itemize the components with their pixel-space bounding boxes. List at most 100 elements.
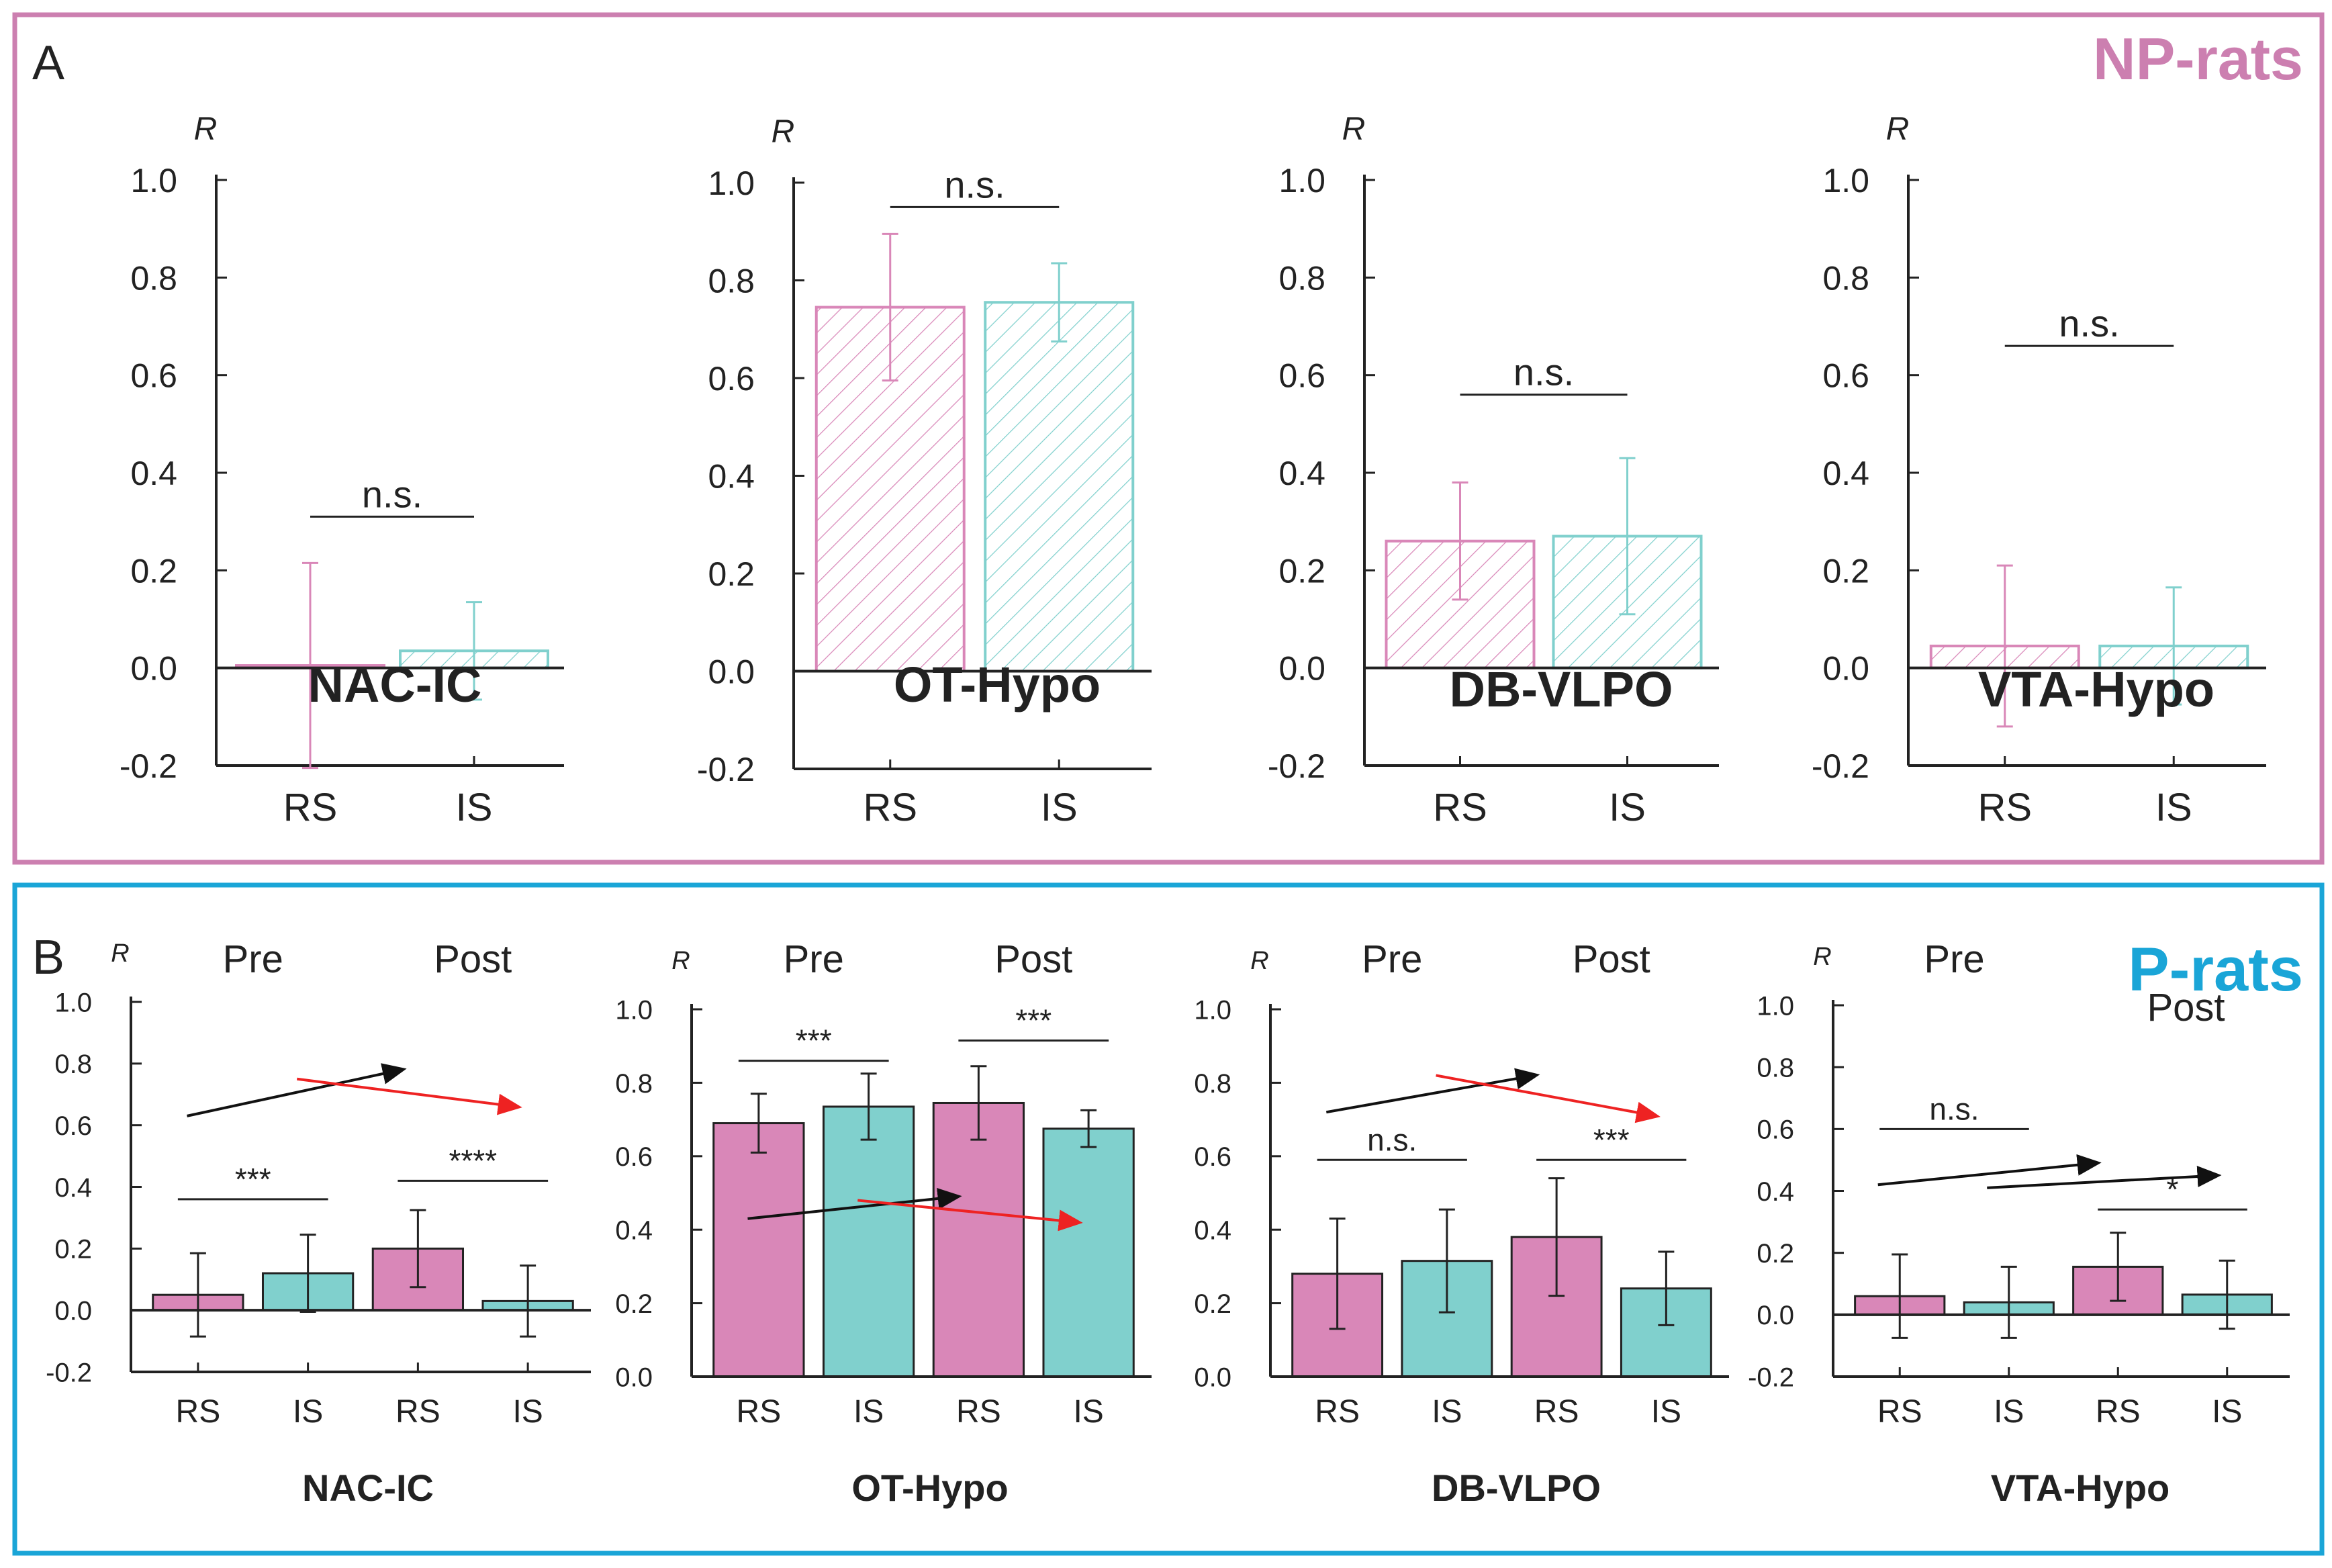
category-label-rs: RS <box>737 1394 782 1430</box>
group-label-pre: Pre <box>1362 937 1422 981</box>
chart-title: DB-VLPO <box>1450 661 1673 717</box>
p-rats-label: P-rats <box>2128 935 2303 1004</box>
y-tick-label: 0.4 <box>1757 1177 1794 1207</box>
y-tick-label: 0.8 <box>615 1069 653 1099</box>
category-label-is: IS <box>1651 1394 1681 1430</box>
bar-rs <box>932 1101 1025 1378</box>
y-tick-label: 0.2 <box>54 1235 92 1264</box>
significance-label: **** <box>449 1143 497 1178</box>
increase-arrow <box>1325 1068 1540 1114</box>
significance-label: *** <box>235 1162 271 1197</box>
category-label-rs: RS <box>283 786 338 829</box>
category-label-rs: RS <box>176 1394 221 1430</box>
y-tick-label: -0.2 <box>1748 1363 1794 1392</box>
significance-label: n.s. <box>1367 1122 1417 1157</box>
bar-is <box>984 301 1135 673</box>
group-label-post: Post <box>434 937 512 981</box>
category-label-is: IS <box>1041 786 1078 829</box>
category-label-rs: RS <box>863 786 917 829</box>
chart-title: VTA-Hypo <box>1978 661 2214 717</box>
y-axis-label: R <box>1813 943 1831 971</box>
chart-b2: R 0.0 0.2 0.4 0.6 0.8 1.0 *** *** RS IS RS IS Pre Post… <box>615 937 1152 1509</box>
increase-arrow <box>1987 1165 2222 1189</box>
increase-arrow <box>747 1187 962 1220</box>
chart-title: VTA-Hypo <box>1991 1467 2170 1509</box>
y-tick-label: -0.2 <box>697 751 755 788</box>
bar-is <box>822 1105 915 1378</box>
category-label-rs: RS <box>395 1394 440 1430</box>
y-tick-label: 0.6 <box>1278 357 1325 395</box>
chart-a4: R -0.2 0.0 0.2 0.4 0.6 0.8 1.0 n.s. RS IS VTA-Hypo <box>1812 111 2266 829</box>
category-label-is: IS <box>2155 786 2192 829</box>
category-label-is: IS <box>853 1394 884 1430</box>
y-tick-label: 0.4 <box>1194 1216 1231 1246</box>
y-axis-label: R <box>194 111 218 147</box>
y-tick-label: 0.4 <box>54 1173 92 1203</box>
y-tick-label: 1.0 <box>1757 991 1794 1021</box>
y-axis-label: R <box>1886 111 1910 147</box>
y-tick-label: 0.6 <box>54 1111 92 1141</box>
y-tick-label: 0.8 <box>1278 259 1325 297</box>
y-tick-label: -0.2 <box>1268 747 1325 785</box>
y-tick-label: 1.0 <box>615 995 653 1025</box>
y-tick-label: 1.0 <box>1278 162 1325 199</box>
y-tick-label: 0.4 <box>1278 455 1325 492</box>
decrease-arrow <box>857 1199 1083 1232</box>
chart-a3: R -0.2 0.0 0.2 0.4 0.6 0.8 1.0 n.s. RS IS DB-VLPO <box>1268 111 1719 829</box>
significance-label: * <box>2167 1172 2179 1207</box>
category-label-rs: RS <box>2096 1394 2141 1430</box>
group-label-pre: Pre <box>223 937 283 981</box>
panel-a-letter: A <box>32 36 64 90</box>
y-tick-label: 0.8 <box>1822 259 1869 297</box>
y-tick-label: 1.0 <box>1194 995 1231 1025</box>
panel-a-frame <box>12 12 2325 865</box>
increase-arrow <box>1877 1154 2102 1187</box>
y-tick-label: 0.6 <box>708 360 755 398</box>
y-tick-label: -0.2 <box>46 1358 92 1387</box>
y-axis-label: R <box>111 939 129 968</box>
significance-label: n.s. <box>1929 1091 1979 1126</box>
category-label-is: IS <box>456 786 493 829</box>
y-tick-label: 0.8 <box>54 1050 92 1079</box>
chart-b4: R -0.2 0.0 0.2 0.4 0.6 0.8 1.0 n.s. * RS IS RS IS Pre P… <box>1748 937 2290 1509</box>
category-label-rs: RS <box>956 1394 1001 1430</box>
chart-title: NAC-IC <box>308 657 482 712</box>
category-label-is: IS <box>293 1394 323 1430</box>
y-tick-label: 0.8 <box>130 259 177 297</box>
chart-title: DB-VLPO <box>1432 1467 1601 1509</box>
category-label-rs: RS <box>1433 786 1487 829</box>
group-label-post: Post <box>1573 937 1650 981</box>
category-label-is: IS <box>512 1394 543 1430</box>
y-tick-label: 0.6 <box>130 357 177 395</box>
chart-b1: R-0.20.00.20.40.60.81.0*******RS IS RS ISPr… <box>46 937 591 1509</box>
y-axis-label: R <box>1250 947 1268 975</box>
y-tick-label: 0.0 <box>54 1297 92 1326</box>
y-tick-label: 0.0 <box>1194 1363 1231 1392</box>
y-tick-label: 1.0 <box>708 165 755 202</box>
y-tick-label: 0.2 <box>615 1289 653 1319</box>
y-tick-label: 0.2 <box>1194 1289 1231 1319</box>
charts-layer: R -0.2 0.0 0.2 0.4 0.6 0.8 1.0 n.s. RS IS NAC-IC R -0… <box>46 111 2290 1509</box>
y-tick-label: 0.6 <box>1757 1115 1794 1145</box>
y-tick-label: 1.0 <box>54 988 92 1017</box>
y-tick-label: 0.0 <box>130 650 177 688</box>
y-tick-label: -0.2 <box>1812 747 1869 785</box>
y-tick-label: 0.4 <box>1822 455 1869 492</box>
significance-label: n.s. <box>1513 351 1574 394</box>
category-label-is: IS <box>1609 786 1646 829</box>
y-tick-label: 0.6 <box>615 1142 653 1172</box>
y-tick-label: 0.6 <box>1822 357 1869 395</box>
y-tick-label: 0.4 <box>615 1216 653 1246</box>
category-label-is: IS <box>2212 1394 2242 1430</box>
significance-label: *** <box>1015 1003 1052 1037</box>
category-label-is: IS <box>1073 1394 1103 1430</box>
y-tick-label: 0.8 <box>708 263 755 300</box>
group-label-pre: Pre <box>784 937 844 981</box>
y-tick-label: 1.0 <box>130 162 177 199</box>
category-label-rs: RS <box>1315 1394 1360 1430</box>
y-axis-label: R <box>1342 111 1366 147</box>
y-tick-label: 0.2 <box>1278 552 1325 590</box>
category-label-rs: RS <box>1877 1394 1922 1430</box>
group-label-post: Post <box>994 937 1072 981</box>
